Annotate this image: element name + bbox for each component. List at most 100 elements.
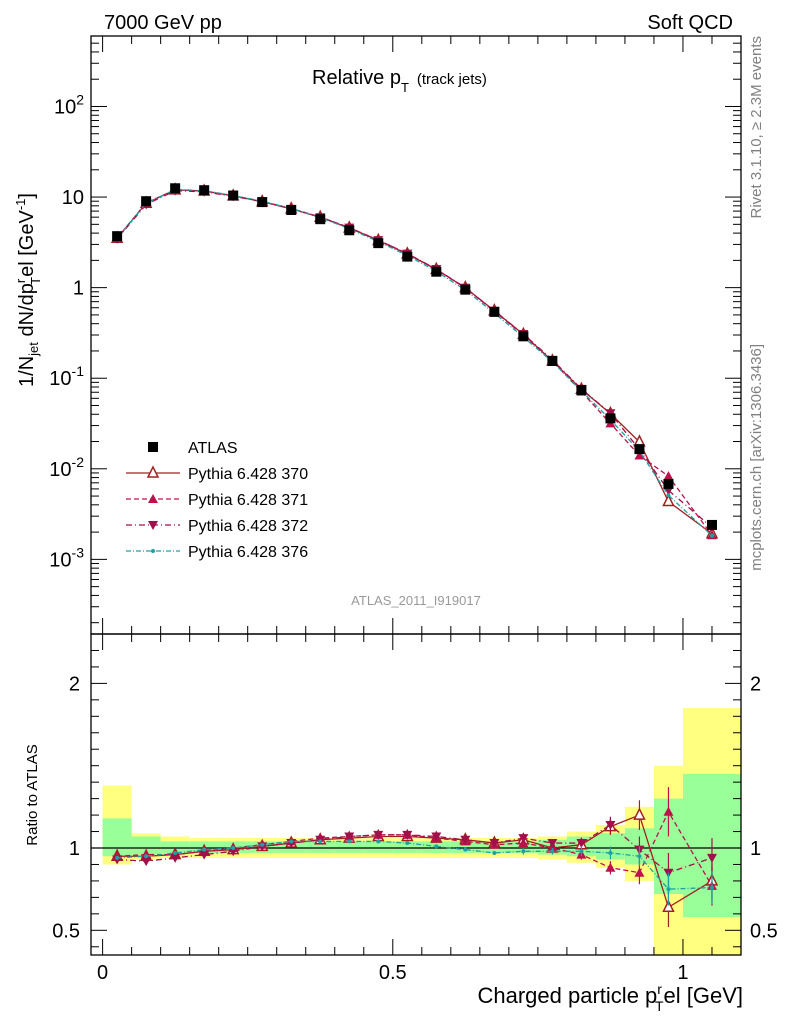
main-y-axis-title: 1/Njet dN/dprTel [GeV-1] [13,193,43,387]
ratio-y-axis-title: Ratio to ATLAS [24,744,41,845]
ratio-panel-frame [90,633,742,956]
legend: ATLAS Pythia 6.428 370 Pythia 6.428 371 Pyt… [126,440,308,561]
mc-marker [547,839,558,849]
data-marker [634,444,645,455]
mc-marker [666,493,671,498]
mc-marker [666,887,671,892]
legend-label: Pythia 6.428 370 [188,466,308,483]
band-inner [508,841,538,853]
legend-item-mc: Pythia 6.428 376 [126,544,308,561]
mc-marker [576,839,587,849]
y-tick-label: 10 [62,187,84,209]
mc-marker [489,839,500,849]
mc-marker [637,854,642,859]
legend-label: Pythia 6.428 371 [188,492,308,509]
mc-marker [605,820,616,830]
ratio-y-tick-label-right: 0.5 [750,920,778,942]
series-layer [110,182,719,928]
data-marker [518,331,529,342]
mc-marker [115,855,120,860]
mc-marker [634,450,645,460]
legend-label: Pythia 6.428 376 [188,544,308,561]
mc-marker [402,830,413,840]
mc-marker [460,835,471,845]
mc-marker [170,853,181,863]
mc-marker [663,806,674,816]
plot-title-extra: (track jets) [417,71,487,88]
mc-marker [228,847,239,857]
mc-marker [347,839,352,844]
mc-line-main [116,189,713,536]
data-marker [112,231,123,242]
mc-marker [521,849,526,854]
collision-label: 7000 GeV pp [104,12,222,34]
mc-marker [434,844,439,849]
mc-marker [376,839,381,844]
data-marker [576,385,587,396]
band-inner [392,841,422,853]
ratio-y-tick-label-right: 2 [750,673,761,695]
data-marker [141,196,152,207]
mc-marker [148,494,158,503]
ratio-y-tick-label: 1 [69,838,80,860]
y-tick-label: 1 [73,278,84,300]
mc-marker [146,465,160,478]
data-marker [257,197,268,208]
mc-marker [405,841,410,846]
mc-marker [518,834,529,844]
data-marker [489,306,500,317]
data-marker [431,266,442,277]
analysis-id: ATLAS_2011_I919017 [351,593,481,608]
mc-marker [706,853,717,863]
plot-title-main: Relative p [312,67,401,89]
mc-line-main [116,188,713,537]
mcplots-label: mcplots.cern.ch [arXiv:1306.3436] [748,344,765,571]
mc-marker [662,899,675,913]
rivet-version-label: Rivet 3.1.10, ≥ 2.3M events [748,36,765,219]
x-tick-label: 0 [97,962,108,984]
mc-marker [151,549,155,553]
mc-marker [231,846,236,850]
y-tick-label: 10-3 [49,544,84,571]
mc-marker [492,850,497,855]
band-inner [450,841,480,853]
band-inner [131,836,161,855]
data-marker [547,355,558,366]
data-marker [605,413,616,424]
mc-marker [463,847,468,852]
ratio-y-tick-label: 2 [69,673,80,695]
band-inner [305,841,335,853]
mc-marker [199,850,210,860]
mc-marker [663,471,674,481]
mc-marker [605,862,616,872]
mc-marker [318,839,323,844]
mc-marker [633,807,646,820]
legend-item-atlas: ATLAS [148,440,238,457]
mc-marker [202,847,207,852]
legend-item-mc: Pythia 6.428 371 [126,492,308,509]
mc-marker [373,830,384,840]
mc-marker [173,850,178,855]
mc-marker [344,832,355,842]
legend-item-mc: Pythia 6.428 370 [126,465,308,483]
legend-label: Pythia 6.428 372 [188,518,308,535]
x-tick-label: 1 [677,962,688,984]
mc-marker [148,521,158,530]
mc-marker [709,885,714,890]
y-tick-label: 10-2 [49,454,84,481]
data-marker [315,214,326,225]
data-marker [199,185,210,196]
mc-marker [431,832,442,842]
plot-title: Relative pT (track jets) [312,67,487,95]
mc-marker [634,867,645,877]
legend-item-mc: Pythia 6.428 372 [126,518,308,535]
mc-marker [579,849,584,854]
plot-title-sub: T [401,80,409,95]
data-marker [706,519,717,530]
mc-marker [662,493,675,507]
data-marker [286,204,297,215]
ratio-y-tick-label: 0.5 [52,920,80,942]
y-tick-label: 102 [54,91,84,118]
data-marker [663,478,674,489]
